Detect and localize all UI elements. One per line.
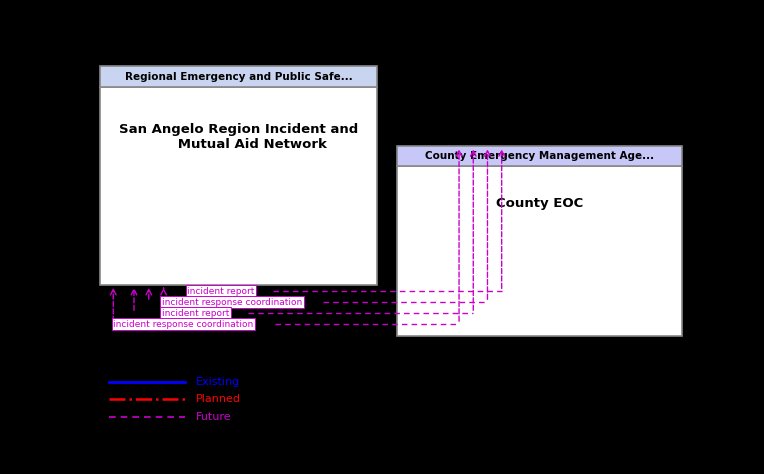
Text: County EOC: County EOC xyxy=(496,197,583,210)
Text: San Angelo Region Incident and
      Mutual Aid Network: San Angelo Region Incident and Mutual Ai… xyxy=(119,123,358,151)
Text: incident report: incident report xyxy=(162,309,229,318)
Text: incident response coordination: incident response coordination xyxy=(113,319,254,328)
Text: Planned: Planned xyxy=(196,394,241,404)
Text: Future: Future xyxy=(196,412,231,422)
Bar xyxy=(100,87,377,285)
Text: incident response coordination: incident response coordination xyxy=(162,298,302,307)
Bar xyxy=(397,166,681,336)
Bar xyxy=(397,146,681,166)
Text: incident report: incident report xyxy=(187,287,254,296)
Text: Existing: Existing xyxy=(196,377,241,387)
Bar xyxy=(100,66,377,87)
Text: County Emergency Management Age...: County Emergency Management Age... xyxy=(425,151,654,161)
Text: Regional Emergency and Public Safe...: Regional Emergency and Public Safe... xyxy=(125,72,353,82)
